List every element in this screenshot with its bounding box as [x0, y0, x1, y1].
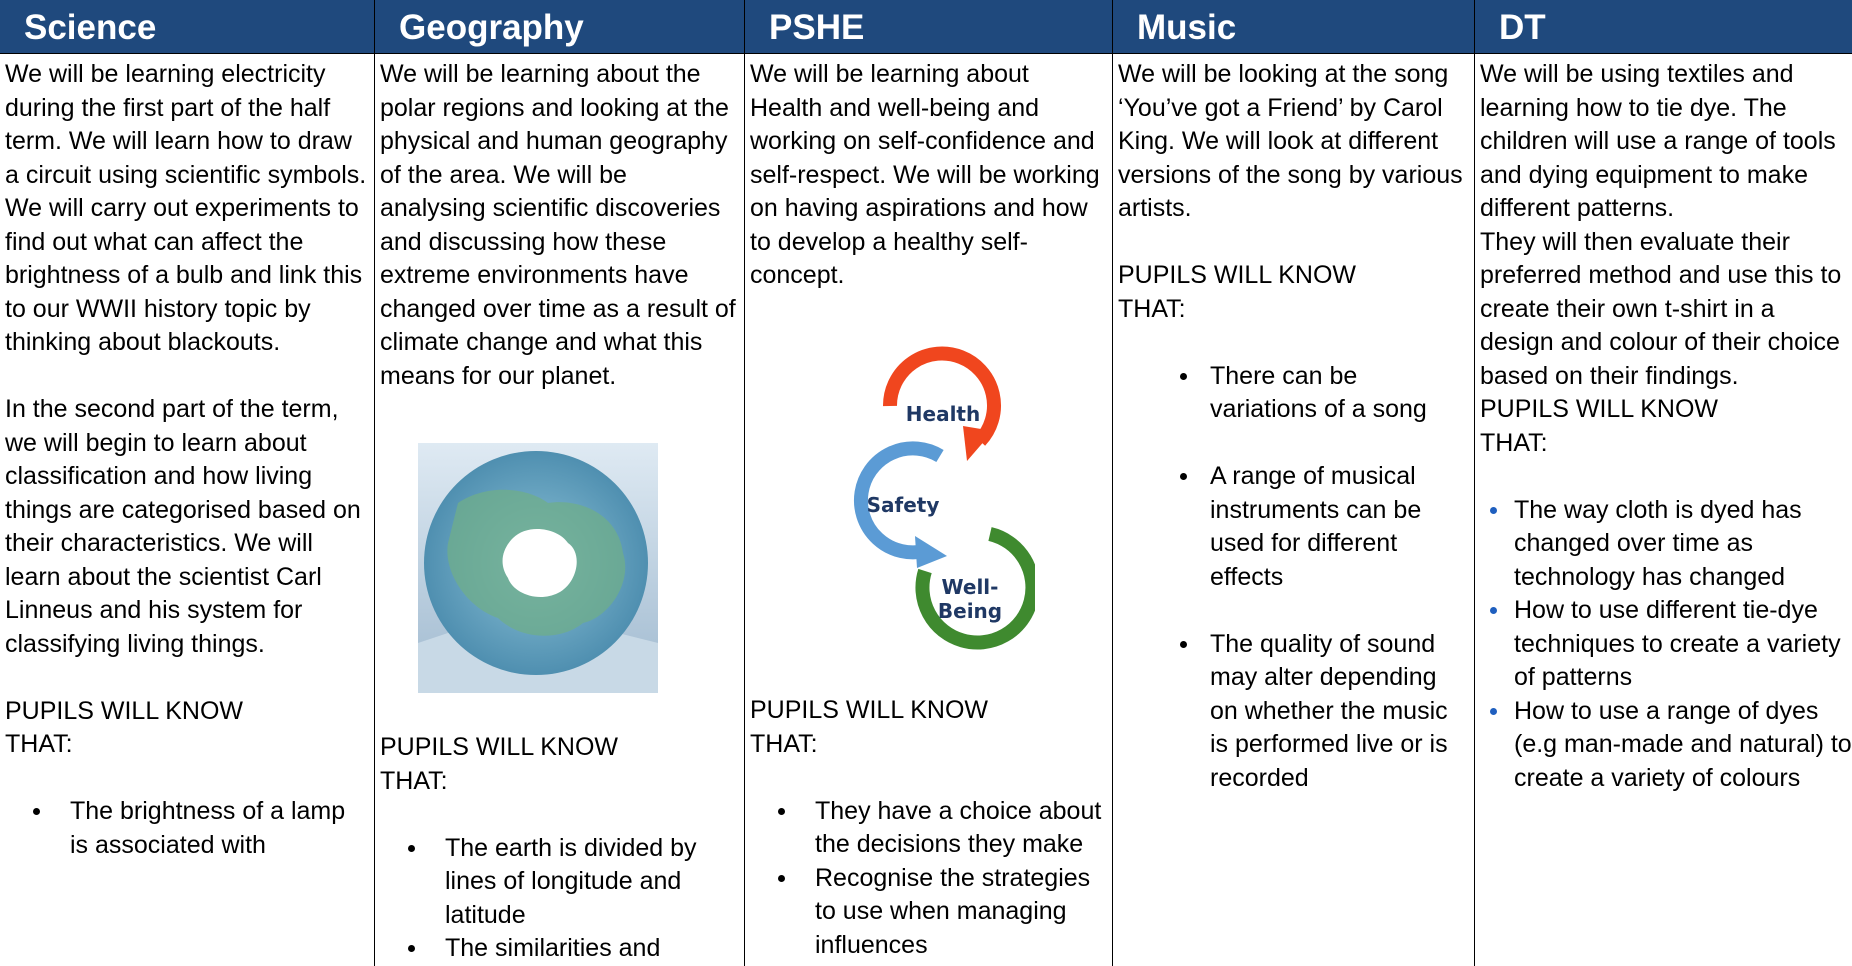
know-heading: PUPILS WILL KNOW THAT: — [1118, 261, 1357, 323]
bullet: Recognise the strategies to use when man… — [750, 862, 1106, 963]
paragraph: We will be learning about Health and wel… — [750, 60, 1100, 289]
column-body: We will be learning electricity during t… — [0, 54, 374, 862]
bullet: There can be variations of a song — [1118, 360, 1468, 427]
diagram-label: Health — [906, 402, 980, 426]
column: PSHE We will be learning about Health and… — [745, 0, 1113, 966]
bullet-list: There can be variations of a song A range… — [1118, 360, 1468, 796]
column: DT We will be using textiles and learning… — [1475, 0, 1852, 966]
diagram-label: Well- — [942, 575, 999, 599]
bullet: They have a choice about the decisions t… — [750, 795, 1106, 862]
paragraph: We will be learning electricity during t… — [5, 60, 367, 356]
bullet: The quality of sound may alter depending… — [1118, 628, 1468, 796]
diagram-label: Safety — [867, 493, 940, 517]
bullet-list: The earth is divided by lines of longitu… — [380, 832, 738, 966]
bullet: The earth is divided by lines of longitu… — [380, 832, 738, 933]
paragraph: We will be learning about the polar regi… — [380, 60, 736, 390]
bullet: The way cloth is dyed has changed over t… — [1480, 494, 1852, 595]
column-header: Science — [0, 0, 374, 54]
bullet: How to use a range of dyes (e.g man-made… — [1480, 695, 1852, 796]
know-heading: PUPILS WILL KNOW THAT: — [750, 696, 989, 758]
paragraph: They will then evaluate their preferred … — [1480, 227, 1842, 390]
column: Geography We will be learning about the p… — [375, 0, 745, 966]
column: Music We will be looking at the song ‘You… — [1113, 0, 1475, 966]
diagram-label: Being — [938, 599, 1002, 623]
column-body: We will be learning about Health and wel… — [745, 54, 1112, 962]
bullet: How to use different tie-dye techniques … — [1480, 594, 1852, 695]
paragraph: In the second part of the term, we will … — [5, 395, 361, 658]
column-header: DT — [1475, 0, 1852, 54]
bullet: The similarities and differences through… — [380, 932, 738, 966]
bullet: A range of musical instruments can be us… — [1118, 460, 1468, 594]
bullet-list: They have a choice about the decisions t… — [750, 795, 1106, 963]
column-body: We will be looking at the song ‘You’ve g… — [1113, 54, 1474, 795]
bullet-list: The way cloth is dyed has changed over t… — [1480, 494, 1852, 796]
paragraph: We will be using textiles and learning h… — [1480, 60, 1836, 222]
column-header: PSHE — [745, 0, 1112, 54]
bullet-list: The brightness of a lamp is associated w… — [5, 795, 368, 862]
know-heading: PUPILS WILL KNOW THAT: — [380, 733, 619, 795]
column: Science We will be learning electricity d… — [0, 0, 375, 966]
bullet: The brightness of a lamp is associated w… — [5, 795, 368, 862]
know-heading: PUPILS WILL KNOW THAT: — [1480, 395, 1719, 457]
polar-map — [418, 443, 658, 693]
paragraph: We will be looking at the song ‘You’ve g… — [1118, 60, 1463, 222]
column-header: Music — [1113, 0, 1474, 54]
column-header: Geography — [375, 0, 744, 54]
column-body: We will be learning about the polar regi… — [375, 54, 744, 966]
know-heading: PUPILS WILL KNOW THAT: — [5, 696, 244, 759]
health-diagram: Health Safety Well- Being — [854, 346, 1035, 650]
column-body: We will be using textiles and learning h… — [1475, 54, 1852, 795]
